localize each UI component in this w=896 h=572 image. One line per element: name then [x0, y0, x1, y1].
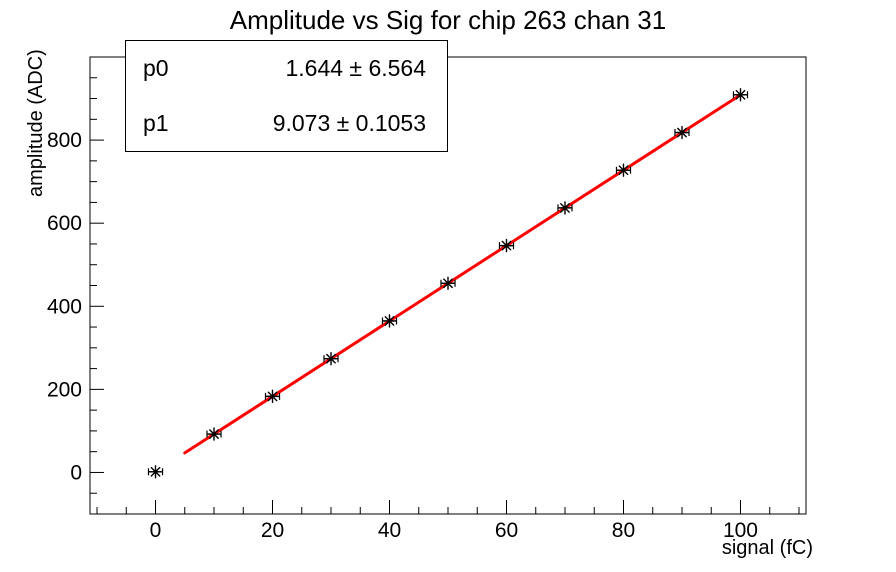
stat-param-value: 9.073 ± 0.1053: [272, 110, 426, 136]
x-tick-label: 100: [723, 519, 758, 542]
data-point-marker: [675, 125, 689, 140]
data-point-marker: [616, 163, 631, 177]
fit-line: [183, 93, 742, 455]
stat-row-p1: p1 9.073 ± 0.1053: [126, 112, 447, 135]
x-tick-label: 0: [150, 519, 162, 542]
data-point-marker: [148, 465, 163, 479]
data-point-marker: [558, 201, 572, 215]
y-tick-label: 400: [47, 295, 82, 318]
data-point-marker: [733, 88, 748, 102]
y-axis-title: amplitude (ADC): [25, 49, 47, 197]
data-point-marker: [441, 276, 455, 290]
x-axis-title: signal (fC): [721, 537, 813, 559]
stat-param-name: p1: [143, 110, 169, 136]
stat-param-value: 1.644 ± 6.564: [285, 55, 426, 81]
data-point-marker: [382, 314, 397, 328]
stat-param-name: p0: [143, 55, 169, 81]
chart-title: Amplitude vs Sig for chip 263 chan 31: [229, 5, 667, 35]
x-tick-label: 40: [378, 519, 401, 542]
y-tick-label: 800: [47, 129, 82, 152]
fit-stats-box: p0 1.644 ± 6.564 p1 9.073 ± 0.1053: [125, 40, 448, 152]
y-tick-label: 200: [47, 378, 82, 401]
y-tick-label: 600: [47, 212, 82, 235]
data-point-marker: [265, 389, 280, 404]
x-tick-label: 20: [261, 519, 284, 542]
x-tick-label: 80: [612, 519, 635, 542]
data-point-marker: [499, 238, 514, 253]
x-tick-label: 60: [495, 519, 518, 542]
stat-row-p0: p0 1.644 ± 6.564: [126, 57, 447, 80]
data-point-marker: [324, 352, 338, 366]
y-tick-label: 0: [70, 461, 82, 484]
data-point-marker: [207, 427, 221, 441]
